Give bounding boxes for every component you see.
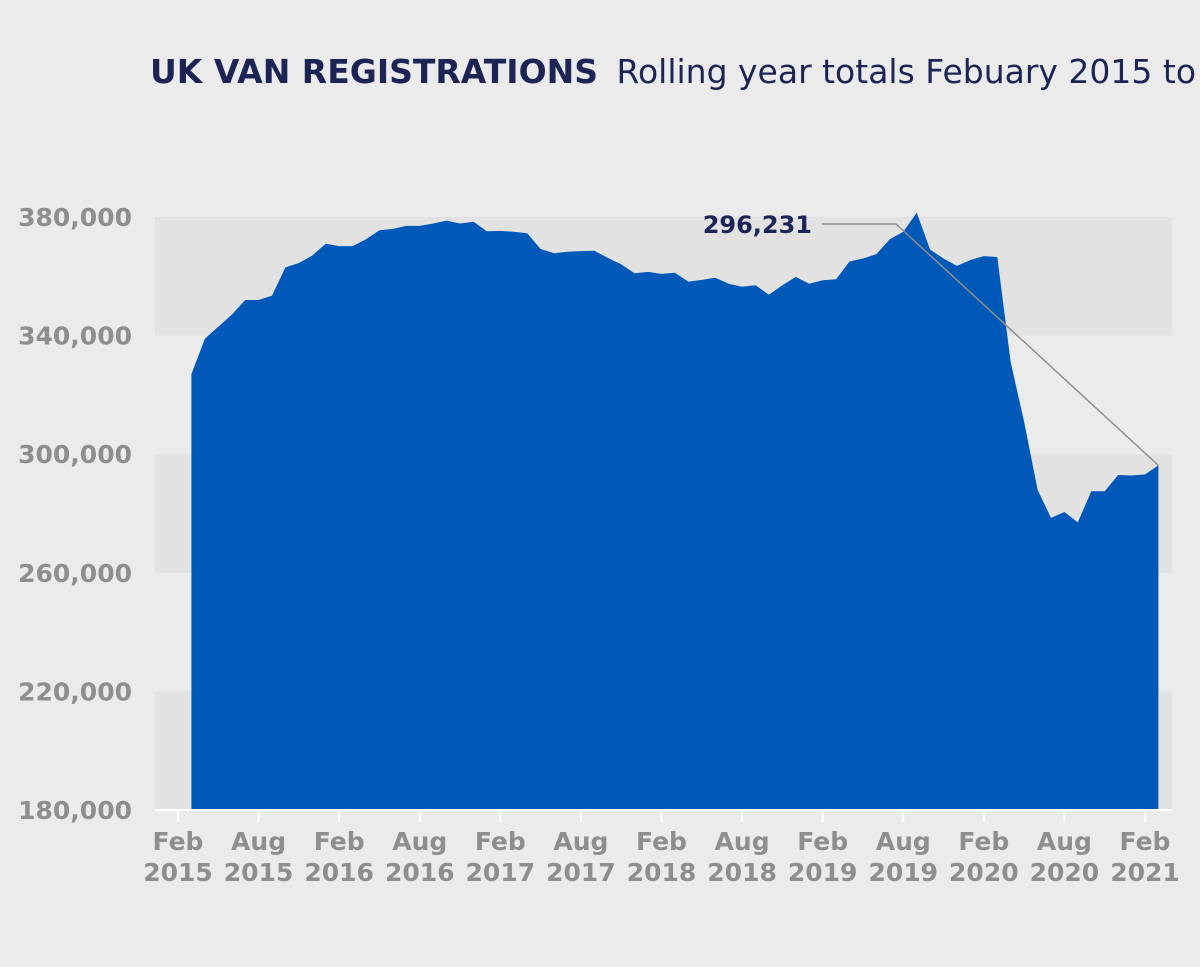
x-tick-year: 2020 bbox=[949, 858, 1019, 887]
x-tick-year: 2017 bbox=[466, 858, 536, 887]
chart-subtitle: Rolling year totals Febuary 2015 to date bbox=[617, 52, 1200, 91]
x-tick-label: Feb 2020 bbox=[949, 827, 1019, 887]
x-tick-label: Aug 2018 bbox=[707, 827, 777, 887]
x-tick-year: 2018 bbox=[707, 858, 777, 887]
series-area bbox=[191, 212, 1159, 810]
x-tick-year: 2018 bbox=[627, 858, 697, 887]
x-tick-label: Feb 2017 bbox=[466, 827, 536, 887]
x-tick-month: Aug bbox=[392, 827, 447, 856]
x-tick-year: 2020 bbox=[1030, 858, 1100, 887]
x-tick-month: Aug bbox=[876, 827, 931, 856]
x-tick-label: Aug 2015 bbox=[224, 827, 294, 887]
x-tick-month: Feb bbox=[153, 827, 204, 856]
x-tick-label: Aug 2016 bbox=[385, 827, 455, 887]
x-tick-month: Aug bbox=[231, 827, 286, 856]
callout-label: 296,231 bbox=[703, 211, 812, 239]
callout: 296,231 bbox=[703, 211, 1159, 466]
y-axis-ticks: 380,000 340,000 300,000 260,000 220,000 180,0… bbox=[18, 203, 132, 825]
x-tick-year: 2021 bbox=[1110, 858, 1180, 887]
x-tick-label: Aug 2017 bbox=[546, 827, 616, 887]
y-tick-label: 300,000 bbox=[18, 440, 132, 469]
x-tick-label: Feb 2016 bbox=[304, 827, 374, 887]
y-tick-label: 260,000 bbox=[18, 559, 132, 588]
x-tick-year: 2019 bbox=[788, 858, 858, 887]
x-tick-label: Aug 2019 bbox=[868, 827, 938, 887]
x-tick-year: 2019 bbox=[868, 858, 938, 887]
y-tick-label: 180,000 bbox=[18, 796, 132, 825]
chart-title: UK VAN REGISTRATIONS Rolling year totals… bbox=[150, 52, 1200, 91]
x-tick-year: 2016 bbox=[385, 858, 455, 887]
area-layer bbox=[191, 212, 1159, 810]
y-tick-label: 220,000 bbox=[18, 677, 132, 706]
x-tick-year: 2017 bbox=[546, 858, 616, 887]
x-tick-month: Feb bbox=[958, 827, 1009, 856]
x-tick-month: Feb bbox=[1120, 827, 1171, 856]
x-tick-label: Aug 2020 bbox=[1030, 827, 1100, 887]
x-tick-label: Feb 2018 bbox=[627, 827, 697, 887]
x-tick-label: Feb 2019 bbox=[788, 827, 858, 887]
x-tick-month: Aug bbox=[715, 827, 770, 856]
chart-title-strong: UK VAN REGISTRATIONS bbox=[150, 52, 598, 91]
x-tick-year: 2015 bbox=[224, 858, 294, 887]
x-tick-month: Feb bbox=[797, 827, 848, 856]
x-tick-month: Feb bbox=[475, 827, 526, 856]
x-tick-year: 2015 bbox=[143, 858, 213, 887]
y-tick-label: 340,000 bbox=[18, 322, 132, 351]
x-tick-month: Aug bbox=[1037, 827, 1092, 856]
x-tick-year: 2016 bbox=[304, 858, 374, 887]
x-tick-label: Feb 2015 bbox=[143, 827, 213, 887]
x-tick-label: Feb 2021 bbox=[1110, 827, 1180, 887]
x-tick-month: Feb bbox=[636, 827, 687, 856]
x-tick-month: Feb bbox=[314, 827, 365, 856]
y-tick-label: 380,000 bbox=[18, 203, 132, 232]
callout-leader-line bbox=[822, 223, 1159, 466]
x-tick-month: Aug bbox=[553, 827, 608, 856]
